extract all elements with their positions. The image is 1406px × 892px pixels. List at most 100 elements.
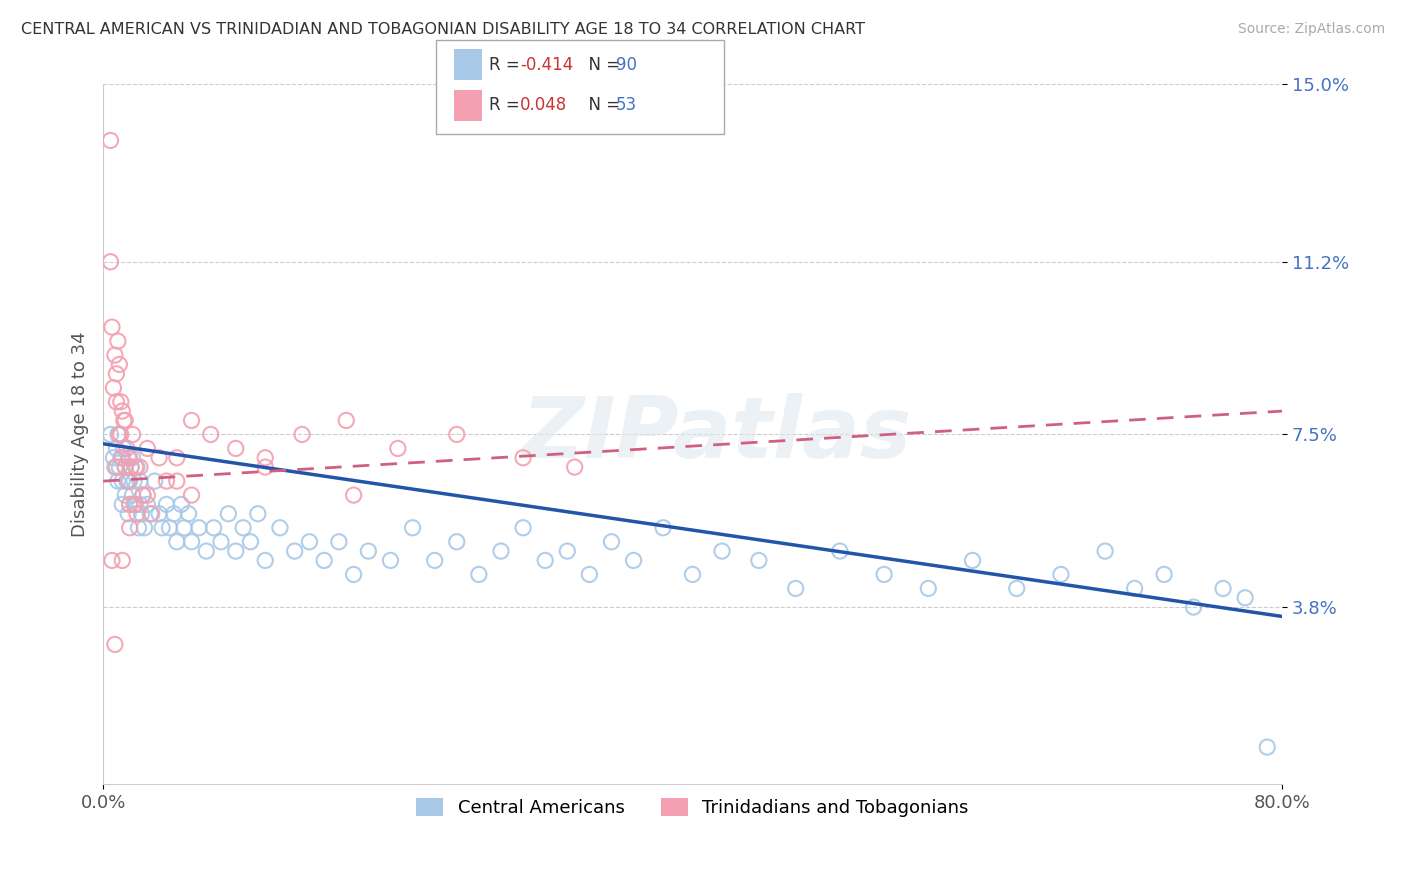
Point <box>489 544 512 558</box>
Point <box>105 394 128 409</box>
Point <box>132 488 155 502</box>
Text: R =: R = <box>489 55 526 73</box>
Point <box>117 450 139 465</box>
Point <box>136 442 159 456</box>
Point <box>111 474 134 488</box>
Point <box>180 413 202 427</box>
Point <box>120 460 142 475</box>
Point <box>118 498 141 512</box>
Point <box>122 474 145 488</box>
Point <box>917 582 939 596</box>
Text: -0.414: -0.414 <box>520 55 574 73</box>
Point <box>177 507 200 521</box>
Point <box>328 534 350 549</box>
Point <box>623 553 645 567</box>
Point <box>129 474 152 488</box>
Point <box>239 534 262 549</box>
Point <box>1212 582 1234 596</box>
Point <box>115 442 138 456</box>
Point <box>114 413 136 427</box>
Point <box>121 427 143 442</box>
Point <box>121 450 143 465</box>
Point <box>1234 591 1257 605</box>
Point <box>555 544 578 558</box>
Point <box>246 507 269 521</box>
Point <box>110 427 132 442</box>
Point <box>100 427 122 442</box>
Point <box>468 567 491 582</box>
Point <box>269 521 291 535</box>
Point <box>114 488 136 502</box>
Point <box>148 450 170 465</box>
Text: 53: 53 <box>616 96 637 114</box>
Point <box>232 521 254 535</box>
Text: 0.048: 0.048 <box>520 96 568 114</box>
Point <box>166 474 188 488</box>
Y-axis label: Disability Age 18 to 34: Disability Age 18 to 34 <box>72 332 89 537</box>
Point <box>1050 567 1073 582</box>
Point <box>125 460 148 475</box>
Point <box>785 582 807 596</box>
Text: ZIPatlas: ZIPatlas <box>522 393 911 476</box>
Point <box>111 404 134 418</box>
Point <box>343 567 366 582</box>
Point <box>600 534 623 549</box>
Point <box>117 474 139 488</box>
Point <box>1094 544 1116 558</box>
Point <box>159 521 181 535</box>
Point <box>195 544 218 558</box>
Text: N =: N = <box>578 55 626 73</box>
Point <box>124 460 146 475</box>
Point <box>139 507 162 521</box>
Point <box>107 334 129 348</box>
Point <box>141 507 163 521</box>
Point <box>110 394 132 409</box>
Point <box>105 367 128 381</box>
Point <box>564 460 586 475</box>
Point <box>104 637 127 651</box>
Point <box>225 442 247 456</box>
Point <box>108 358 131 372</box>
Point <box>110 450 132 465</box>
Point <box>166 450 188 465</box>
Point <box>962 553 984 567</box>
Point <box>209 534 232 549</box>
Point <box>118 521 141 535</box>
Point <box>120 460 142 475</box>
Point <box>125 507 148 521</box>
Point <box>101 320 124 334</box>
Point <box>291 427 314 442</box>
Point <box>108 427 131 442</box>
Point <box>132 488 155 502</box>
Point <box>150 521 173 535</box>
Point <box>108 460 131 475</box>
Point <box>121 488 143 502</box>
Point <box>173 521 195 535</box>
Text: R =: R = <box>489 96 526 114</box>
Point <box>101 553 124 567</box>
Point <box>380 553 402 567</box>
Point <box>202 521 225 535</box>
Point <box>512 521 534 535</box>
Point <box>512 450 534 465</box>
Point <box>357 544 380 558</box>
Point <box>155 474 177 488</box>
Point <box>128 521 150 535</box>
Point <box>401 521 423 535</box>
Point <box>143 474 166 488</box>
Point <box>111 553 134 567</box>
Point <box>217 507 239 521</box>
Point <box>652 521 675 535</box>
Point <box>298 534 321 549</box>
Point <box>103 450 125 465</box>
Point <box>114 460 136 475</box>
Point <box>180 534 202 549</box>
Point <box>148 507 170 521</box>
Point <box>112 442 135 456</box>
Point <box>1005 582 1028 596</box>
Point <box>446 427 468 442</box>
Point <box>578 567 600 582</box>
Point <box>104 348 127 362</box>
Legend: Central Americans, Trinidadians and Tobagonians: Central Americans, Trinidadians and Toba… <box>409 790 976 824</box>
Point <box>1123 582 1146 596</box>
